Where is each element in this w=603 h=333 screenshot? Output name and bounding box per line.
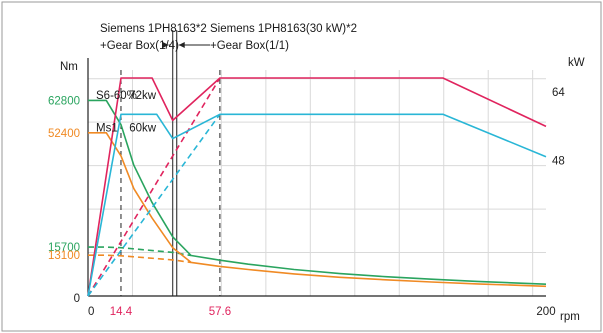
series-line-2 (88, 132, 547, 288)
x-tick-label: 0 (88, 306, 94, 318)
y-right-tick-label: 48 (552, 156, 565, 168)
annotations: S6-60%72kw 60kw Ms1 (96, 90, 157, 134)
series-line-7 (87, 113, 221, 297)
y-right-unit-label: kW (568, 57, 585, 69)
y-left-tick-label: 13100 (48, 250, 80, 262)
series-line-1 (88, 246, 192, 257)
region-labels: Siemens 1PH8163*2 +Gear Box(1/4) Siemens 1… (100, 23, 357, 296)
x-tick-label: 200 (536, 306, 555, 318)
x-tick-label: 57.6 (209, 306, 231, 318)
annotation-label: 72kw (129, 90, 157, 102)
region-left-title: Siemens 1PH8163*2 (100, 23, 207, 35)
region-right-arrowhead (178, 42, 185, 48)
series-line-4 (87, 77, 547, 297)
region-left-arrowhead (162, 42, 169, 48)
y-left-tick-label: 15700 (48, 242, 80, 254)
region-right-subtitle: +Gear Box(1/1) (210, 40, 289, 52)
series-line-5 (87, 77, 221, 297)
annotation-label: S6-60% (96, 90, 137, 102)
region-left-subtitle: +Gear Box(1/4) (100, 40, 179, 52)
series-line-0 (88, 99, 547, 285)
series-line-6 (87, 113, 547, 297)
y-left-tick-label: 0 (74, 293, 80, 305)
y-left-unit-label: Nm (60, 61, 78, 73)
grid (88, 70, 546, 296)
axes: Nm kW rpm (60, 57, 585, 323)
x-tick-label: 14.4 (110, 306, 133, 318)
series-line-3 (88, 254, 192, 264)
annotation-label: 60kw (129, 123, 157, 135)
y-left-tick-label: 52400 (48, 128, 80, 140)
y-right-tick-label: 64 (552, 87, 565, 99)
x-unit-label: rpm (560, 311, 580, 323)
annotation-label: Ms1 (96, 123, 118, 135)
series-lines (87, 77, 547, 297)
region-right-title: Siemens 1PH8163(30 kW)*2 (210, 23, 357, 35)
y-left-tick-label: 62800 (48, 95, 80, 107)
